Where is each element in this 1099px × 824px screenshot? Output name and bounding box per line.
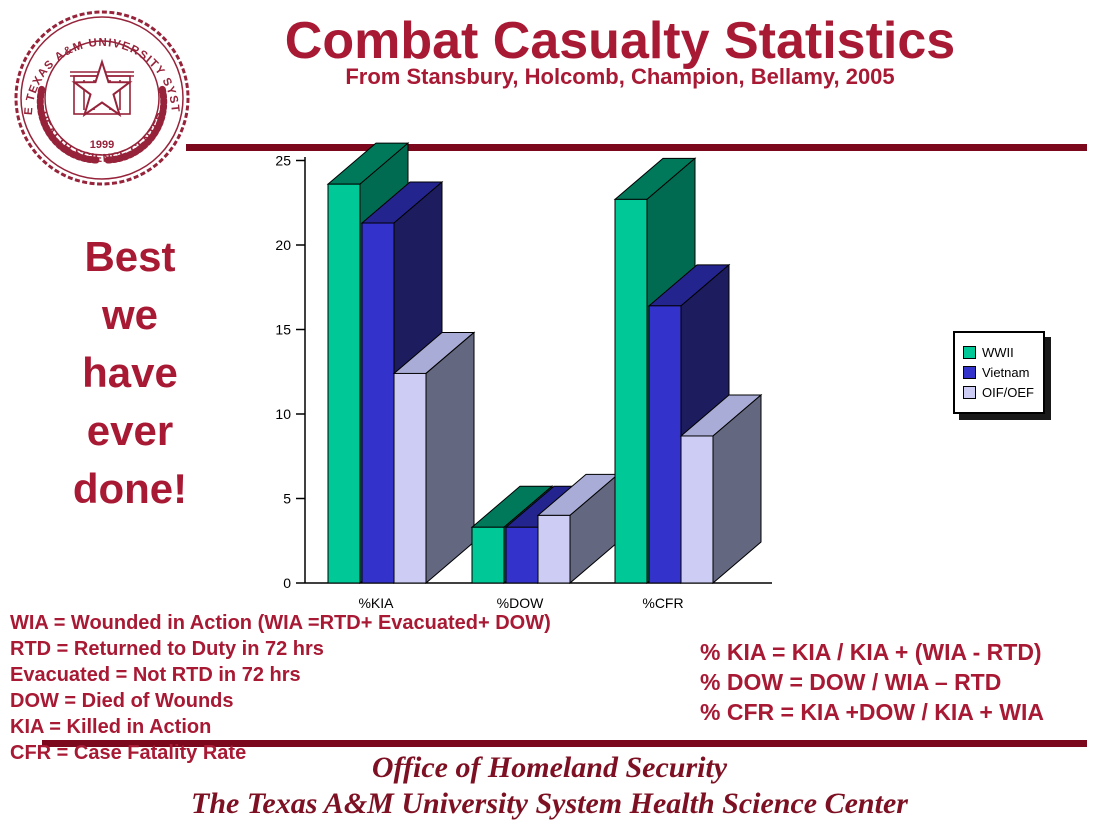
slide-title: Combat Casualty Statistics: [284, 12, 956, 70]
definition-line: RTD = Returned to Duty in 72 hrs: [10, 638, 324, 660]
y-tick-label: 20: [275, 237, 291, 253]
bar-top-face: [536, 473, 620, 516]
bar-front-face: [361, 222, 395, 584]
seal-year: 1999: [90, 139, 114, 151]
wreath-right-icon: [104, 84, 168, 164]
x-category-label: %KIA: [358, 595, 394, 611]
legend-item: WWII: [963, 345, 1035, 360]
side-note-line: we: [101, 291, 159, 338]
bar-top-face: [392, 331, 476, 374]
bar-Vietnam-%DOW: [504, 485, 588, 585]
bar-top-face: [613, 157, 697, 200]
y-tick-label: 15: [275, 322, 291, 338]
definition-line: WIA = Wounded in Action (WIA =RTD+ Evacu…: [10, 612, 551, 634]
bar-side-face: [425, 331, 475, 585]
chart-legend: WWII Vietnam OIF/OEF: [953, 331, 1045, 414]
bar-top-face: [470, 485, 554, 528]
definition-line: Evacuated = Not RTD in 72 hrs: [10, 664, 301, 686]
legend-label: OIF/OEF: [982, 385, 1034, 400]
bar-WWII-%DOW: [470, 485, 554, 585]
legend-swatch-icon: [963, 366, 976, 379]
side-note-line: Best: [84, 233, 176, 280]
wreath-left-icon: [36, 84, 100, 164]
legend-swatch-icon: [963, 346, 976, 359]
formula-line: % CFR = KIA +DOW / KIA + WIA: [700, 699, 1044, 725]
x-category-label: %CFR: [642, 595, 683, 611]
seal-inner-ring: [44, 40, 160, 156]
legend-item: OIF/OEF: [963, 385, 1035, 400]
bar-OIF/OEF-%KIA: [392, 331, 476, 585]
legend-swatch-icon: [963, 386, 976, 399]
title-divider-rule: [186, 144, 1087, 151]
bar-side-face: [680, 263, 730, 585]
bar-front-face: [614, 198, 648, 584]
bar-Vietnam-%CFR: [647, 263, 731, 585]
seal-outer-ring: [20, 16, 184, 180]
bar-side-face: [569, 473, 619, 585]
bar-side-face: [359, 142, 409, 585]
side-note-line: ever: [86, 407, 174, 454]
bar-Vietnam-%KIA: [360, 180, 444, 585]
university-seal-logo: THE TEXAS A&M UNIVERSITY SYSTEM · HEALTH…: [10, 6, 190, 186]
legend-label: Vietnam: [982, 365, 1030, 380]
bar-side-face: [393, 180, 443, 585]
y-tick-label: 10: [275, 406, 291, 422]
definition-line: CFR = Case Fatality Rate: [10, 742, 247, 764]
bar-front-face: [393, 372, 427, 584]
bar-top-face: [360, 181, 444, 224]
bar-front-face: [648, 305, 682, 584]
bar-side-face: [712, 393, 762, 585]
y-tick-label: 0: [283, 575, 291, 591]
slide-subtitle: From Stansbury, Holcomb, Champion, Bella…: [345, 64, 895, 89]
y-tick-label: 5: [283, 491, 291, 507]
bar-top-face: [679, 394, 763, 437]
formula-line: % KIA = KIA / KIA + (WIA - RTD): [700, 639, 1042, 665]
star-icon: [71, 58, 133, 118]
y-tick-label: 25: [275, 153, 291, 169]
bar-WWII-%KIA: [326, 142, 410, 585]
formulas-block: % KIA = KIA / KIA + (WIA - RTD) % DOW = …: [700, 637, 1090, 727]
legend-label: WWII: [982, 345, 1014, 360]
definition-line: KIA = Killed in Action: [10, 716, 212, 738]
x-category-label: %DOW: [497, 595, 544, 611]
legend-item: Vietnam: [963, 365, 1035, 380]
footer-university-line: The Texas A&M University System Health S…: [191, 787, 908, 820]
footer-office-line: Office of Homeland Security: [371, 751, 728, 784]
side-note: Best we have ever done!: [40, 228, 220, 518]
bar-front-face: [680, 435, 714, 584]
formula-line: % DOW = DOW / WIA – RTD: [700, 669, 1002, 695]
bar-WWII-%CFR: [613, 157, 697, 585]
bar-side-face: [646, 157, 696, 585]
bar-front-face: [327, 183, 361, 584]
bar-OIF/OEF-%CFR: [679, 393, 763, 585]
bar-front-face: [471, 526, 505, 584]
bar-front-face: [505, 526, 539, 584]
bar-OIF/OEF-%DOW: [536, 473, 620, 585]
definitions-block: WIA = Wounded in Action (WIA =RTD+ Evacu…: [10, 610, 650, 766]
bar-top-face: [504, 485, 588, 528]
bar-side-face: [503, 485, 553, 585]
seal-scalloped-edge: [14, 10, 190, 186]
side-note-line: have: [82, 349, 178, 396]
definition-line: DOW = Died of Wounds: [10, 690, 234, 712]
bar-top-face: [647, 264, 731, 307]
bar-side-face: [537, 485, 587, 585]
side-note-line: done!: [72, 465, 188, 512]
bar-front-face: [537, 514, 571, 584]
footer-divider-rule: [42, 740, 1087, 747]
